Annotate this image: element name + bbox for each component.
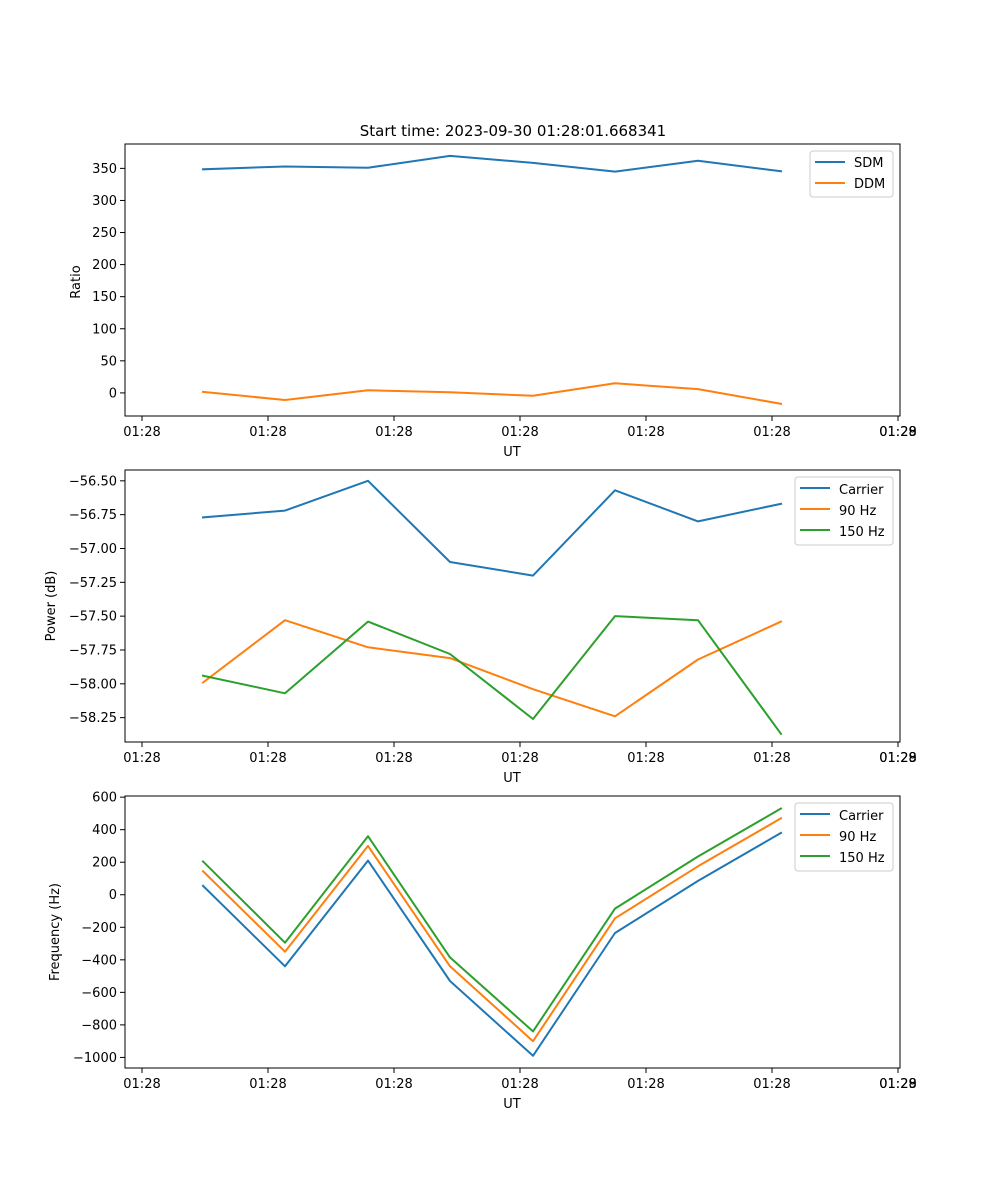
ratio-y-tick-label: 0 xyxy=(109,386,117,401)
power-x-tick-label: 01:28 xyxy=(375,751,412,766)
frequency-plot-area xyxy=(124,795,901,1069)
frequency-y-tick-label: −1000 xyxy=(73,1051,117,1066)
frequency-x-tick-label: 01:28 xyxy=(879,1077,916,1092)
frequency-legend-frame xyxy=(794,802,894,872)
power-series-line-carrier xyxy=(201,479,783,577)
power-series-line-150-hz xyxy=(201,615,783,736)
frequency-legend-label-90hz: 90 Hz xyxy=(839,830,876,845)
ratio-panel: Start time: 2023-09-30 01:28:01.668341 0… xyxy=(69,122,917,460)
power-x-tick-label: 01:28 xyxy=(753,751,790,766)
power-y-tick-label: −56.75 xyxy=(69,508,117,523)
frequency-y-tick-label: 0 xyxy=(109,888,117,903)
power-series-lines xyxy=(201,479,783,736)
power-x-tick-label: 01:29 xyxy=(879,751,916,766)
frequency-y-tick-label: 600 xyxy=(92,791,117,806)
ratio-x-tick-label: 01:28 xyxy=(879,425,916,440)
ratio-x-axis-label: UT xyxy=(503,445,521,460)
ratio-legend: SDM DDM xyxy=(809,150,894,198)
frequency-x-tick-label: 01:28 xyxy=(753,1077,790,1092)
ratio-y-tick-label: 300 xyxy=(92,194,117,209)
power-y-tick-label: −58.25 xyxy=(69,711,117,726)
frequency-series-line-90-hz xyxy=(201,816,783,1043)
frequency-y-tick-label: −800 xyxy=(81,1018,117,1033)
frequency-y-tick-label: −400 xyxy=(81,953,117,968)
ratio-x-tick-label: 01:28 xyxy=(627,425,664,440)
ratio-x-tick-label: 01:29 xyxy=(879,425,916,440)
power-y-tick-label: −58.00 xyxy=(69,677,117,692)
ratio-x-tick-label: 01:28 xyxy=(375,425,412,440)
ratio-x-tick-label: 01:28 xyxy=(501,425,538,440)
ratio-legend-label-sdm: SDM xyxy=(854,156,883,171)
power-x-axis-label: UT xyxy=(503,771,521,786)
power-legend-label-carrier: Carrier xyxy=(839,483,884,498)
ratio-legend-label-ddm: DDM xyxy=(854,177,885,192)
power-x-tick-label: 01:28 xyxy=(627,751,664,766)
ratio-x-tick-label: 01:28 xyxy=(123,425,160,440)
power-x-tick-label: 01:28 xyxy=(123,751,160,766)
power-series-line-90-hz xyxy=(201,619,783,718)
power-legend-label-90hz: 90 Hz xyxy=(839,504,876,519)
power-y-tick-label: −57.00 xyxy=(69,542,117,557)
power-x-tick-label: 01:28 xyxy=(249,751,286,766)
ratio-series-lines xyxy=(201,154,783,405)
power-x-tick-label: 01:28 xyxy=(501,751,538,766)
frequency-x-tick-label: 01:29 xyxy=(879,1077,916,1092)
ratio-y-axis-label: Ratio xyxy=(69,265,84,298)
ratio-y-tick-label: 200 xyxy=(92,258,117,273)
ratio-plot-area xyxy=(124,143,901,417)
ratio-x-tick-label: 01:28 xyxy=(753,425,790,440)
ratio-x-tick-label: 01:28 xyxy=(249,425,286,440)
frequency-x-tick-label: 01:28 xyxy=(627,1077,664,1092)
ratio-y-tick-label: 150 xyxy=(92,290,117,305)
ratio-y-tick-label: 250 xyxy=(92,226,117,241)
power-y-axis-label: Power (dB) xyxy=(44,571,59,642)
frequency-x-tick-label: 01:28 xyxy=(123,1077,160,1092)
frequency-y-ticks: −1000 −800 −600 −400 −200 0 200 400 600 xyxy=(73,791,125,1066)
ratio-y-tick-label: 50 xyxy=(100,354,117,369)
power-panel: −58.25 −58.00 −57.75 −57.50 −57.25 −57.00 −56.… xyxy=(44,469,917,786)
frequency-series-lines xyxy=(201,807,783,1057)
power-legend: Carrier 90 Hz 150 Hz xyxy=(794,476,894,546)
frequency-legend: Carrier 90 Hz 150 Hz xyxy=(794,802,894,872)
power-plot-area xyxy=(124,469,901,743)
power-y-tick-label: −57.75 xyxy=(69,643,117,658)
frequency-y-tick-label: 200 xyxy=(92,856,117,871)
frequency-y-tick-label: −600 xyxy=(81,986,117,1001)
ratio-y-tick-label: 350 xyxy=(92,162,117,177)
frequency-series-line-carrier xyxy=(201,831,783,1057)
frequency-y-axis-label: Frequency (Hz) xyxy=(48,883,63,981)
ratio-series-line-ddm xyxy=(201,382,783,405)
frequency-legend-label-150hz: 150 Hz xyxy=(839,851,885,866)
frequency-y-tick-label: −200 xyxy=(81,921,117,936)
frequency-x-tick-label: 01:28 xyxy=(249,1077,286,1092)
power-y-tick-label: −57.50 xyxy=(69,610,117,625)
power-y-tick-label: −56.50 xyxy=(69,474,117,489)
power-y-ticks: −58.25 −58.00 −57.75 −57.50 −57.25 −57.00 −56.… xyxy=(69,474,125,726)
ratio-y-tick-label: 100 xyxy=(92,322,117,337)
power-legend-label-150hz: 150 Hz xyxy=(839,525,885,540)
frequency-x-tick-label: 01:28 xyxy=(375,1077,412,1092)
ratio-series-line-sdm xyxy=(201,154,783,173)
ratio-y-ticks: 0 50 100 150 200 250 300 350 xyxy=(92,162,125,401)
power-y-tick-label: −57.25 xyxy=(69,576,117,591)
power-x-tick-label: 01:28 xyxy=(879,751,916,766)
frequency-y-tick-label: 400 xyxy=(92,823,117,838)
figure-title: Start time: 2023-09-30 01:28:01.668341 xyxy=(360,122,666,140)
power-legend-frame xyxy=(794,476,894,546)
frequency-x-axis-label: UT xyxy=(503,1097,521,1112)
frequency-legend-label-carrier: Carrier xyxy=(839,809,884,824)
frequency-x-tick-label: 01:28 xyxy=(501,1077,538,1092)
frequency-series-line-150-hz xyxy=(201,807,783,1033)
